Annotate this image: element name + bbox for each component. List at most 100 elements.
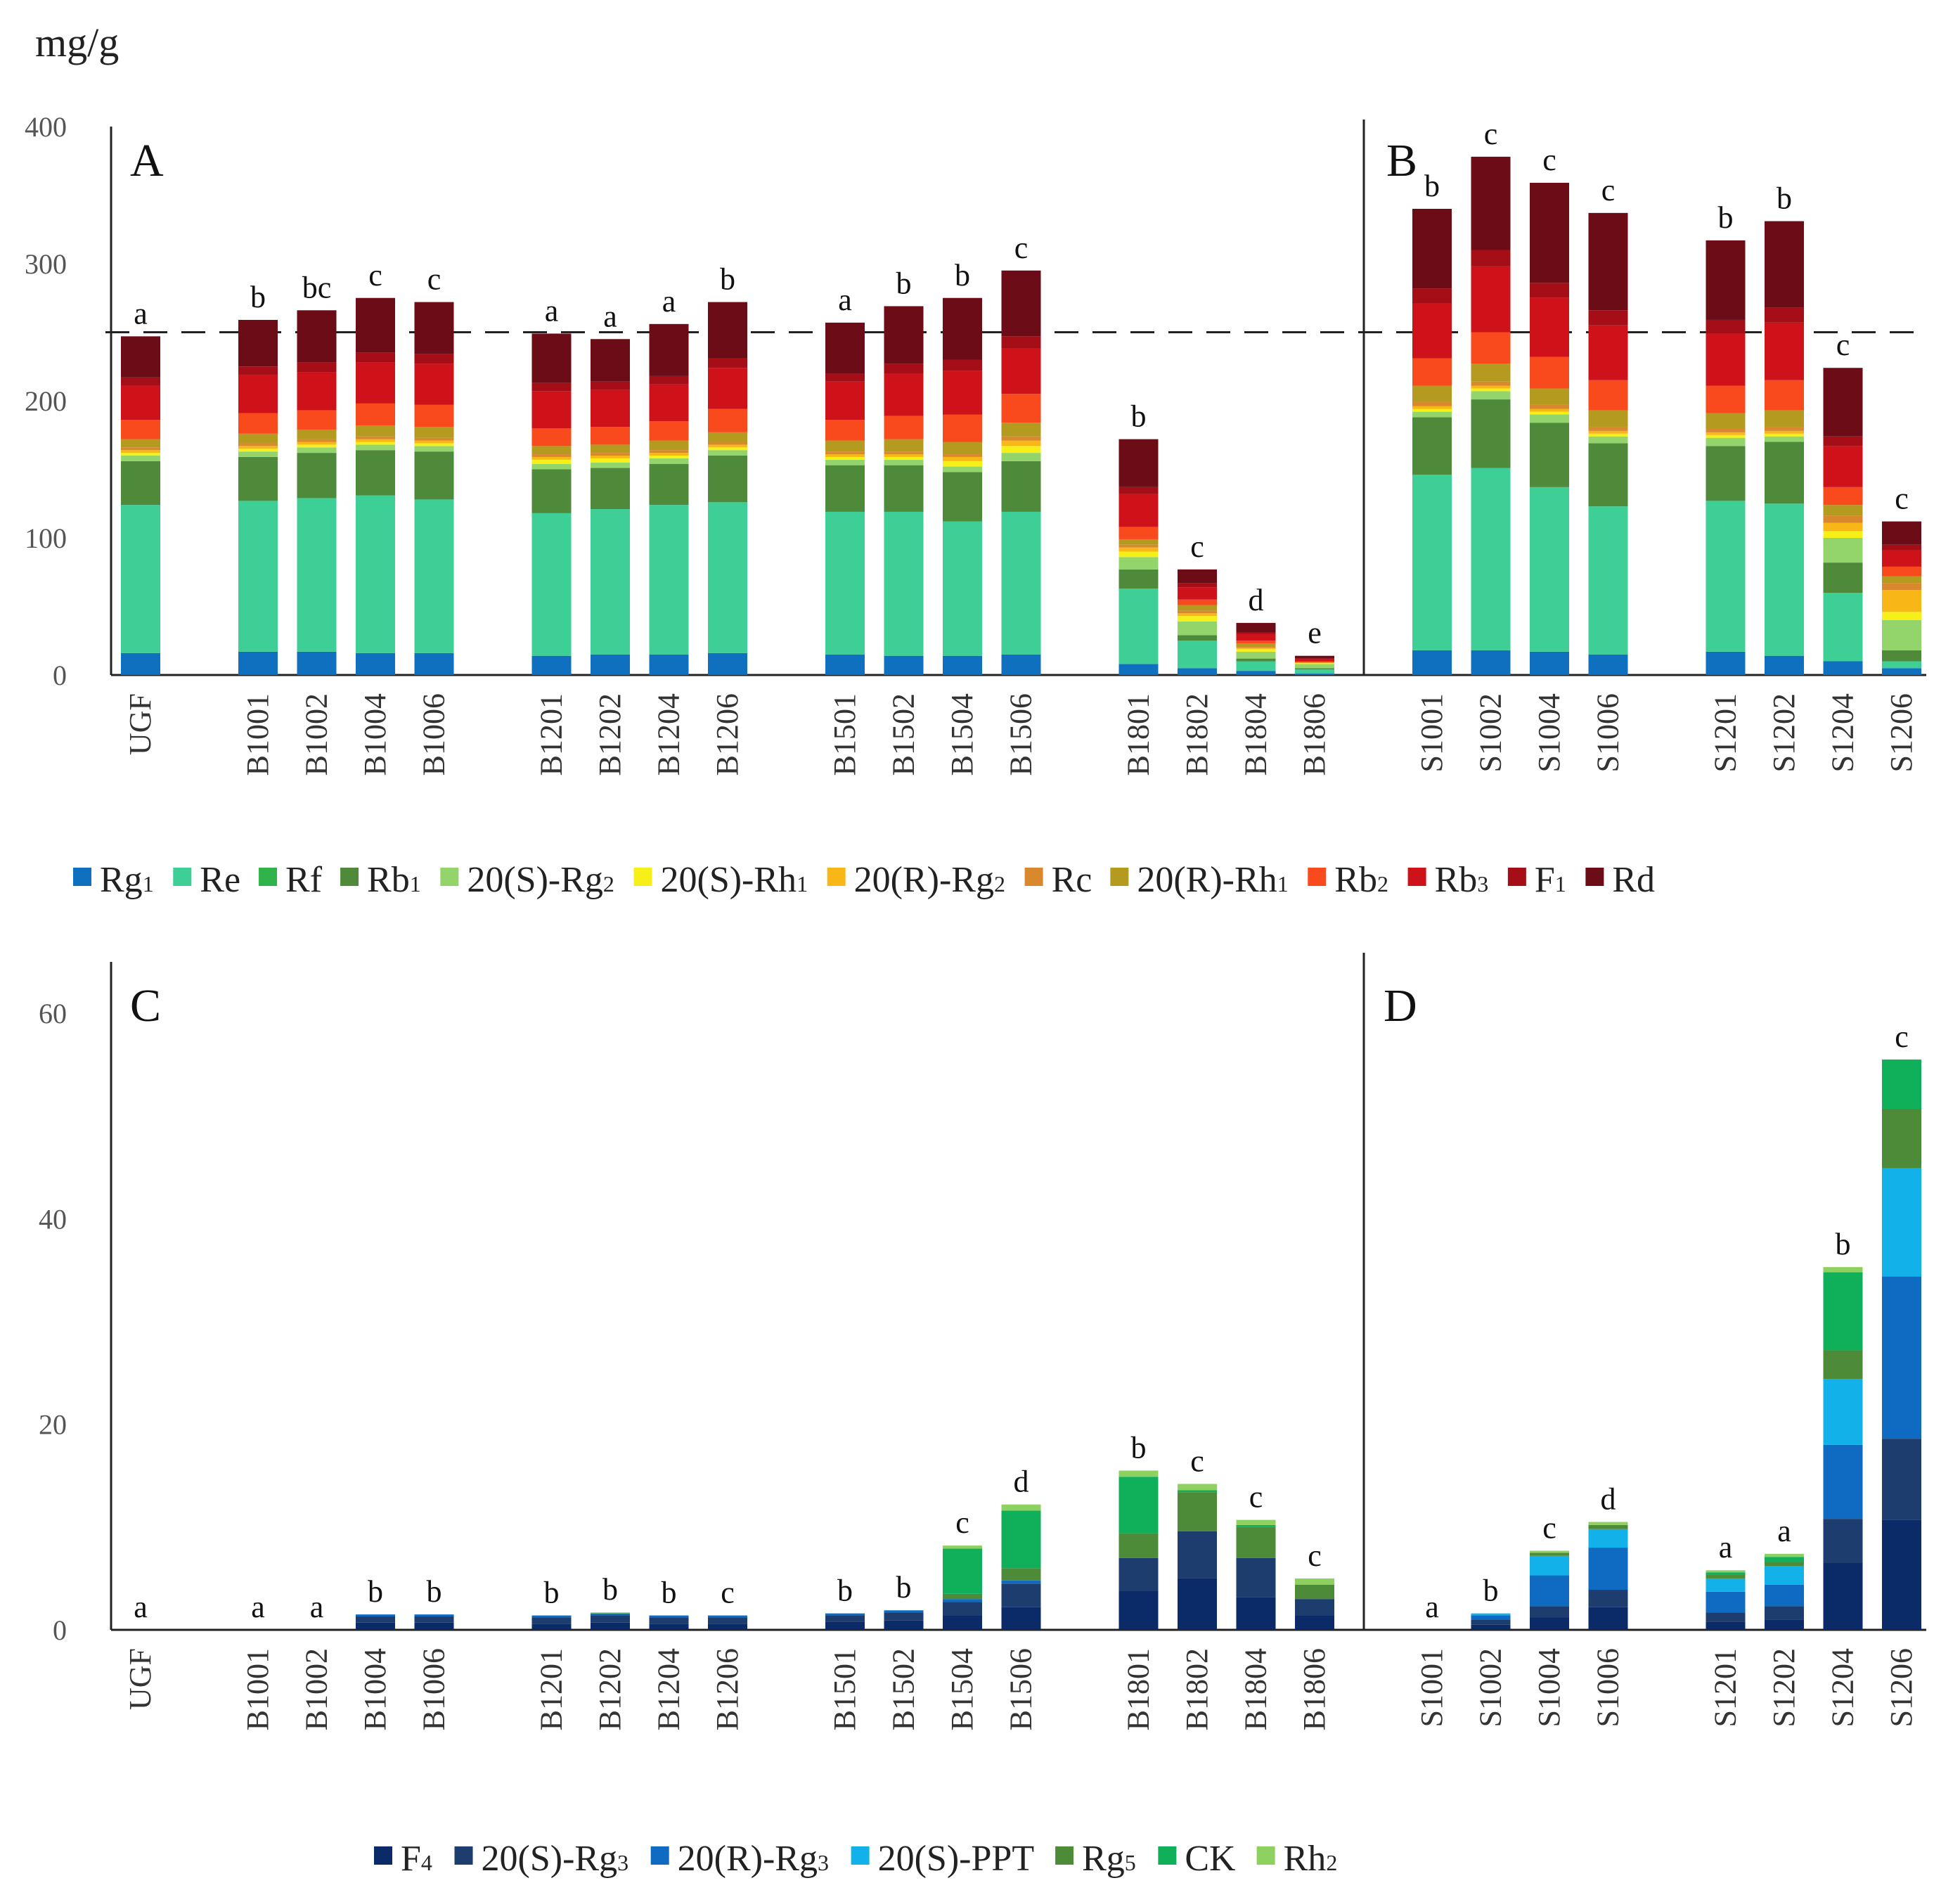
legend-label-rc: Rc	[1052, 860, 1092, 900]
bar-b1806-rg5	[1295, 1584, 1334, 1600]
bar-s1001-rd	[1412, 209, 1452, 289]
bar-b1806-rg1	[1295, 674, 1334, 675]
legend-label-rh2: Rh2	[1284, 1839, 1338, 1879]
bar-s1002-rb2	[1471, 332, 1511, 364]
letter-label-s1004: c	[1542, 1510, 1556, 1545]
letter-label-b1004: c	[368, 258, 382, 292]
bar-s1006-rb2	[1588, 380, 1628, 411]
legend-swatch-rh2	[1256, 1846, 1275, 1865]
bar-s1206-20-r-rg2	[1882, 590, 1921, 612]
bar-b1501-20-r-rh1	[825, 440, 865, 452]
bar-s1204-20-s-rg3	[1823, 1519, 1863, 1563]
legend-swatch-20-s-rg3	[454, 1846, 473, 1865]
legend-label-ck: CK	[1185, 1839, 1236, 1879]
panel-label-c: C	[130, 980, 161, 1031]
bar-b1801-re	[1118, 589, 1159, 664]
bar-b1202-f1	[591, 381, 630, 390]
bar-b1204-rd	[649, 323, 689, 376]
category-label-b1802: B1802	[1180, 1648, 1214, 1730]
letter-label-s1001: b	[1424, 169, 1440, 203]
bar-ugf-rb2	[121, 420, 160, 439]
bar-s1006-20-s-ppt	[1588, 1529, 1628, 1548]
bar-s1202-re	[1765, 503, 1804, 656]
category-label-b1006: B1006	[417, 693, 451, 776]
legend-label-rf: Rf	[285, 860, 323, 900]
bar-s1004-rg5	[1530, 1552, 1569, 1556]
bar-b1501-f1	[825, 373, 865, 382]
bar-b1506-f4	[1001, 1607, 1041, 1630]
category-label-b1802: B1802	[1180, 693, 1214, 776]
bar-s1006-20-s-rh1	[1588, 433, 1628, 437]
bar-b1506-20-s-rg2	[1001, 453, 1041, 461]
bar-s1004-20-r-rg3	[1530, 1575, 1569, 1607]
letter-label-b1006: c	[427, 262, 441, 297]
category-label-b1504: B1504	[945, 1648, 979, 1730]
bar-b1504-rb3	[943, 371, 982, 415]
bar-b1001-rb1	[238, 456, 278, 501]
bar-s1202-ck	[1765, 1557, 1804, 1562]
bar-b1202-20-r-rg3	[591, 1613, 630, 1616]
bar-b1201-rb3	[531, 391, 572, 428]
bar-s1204-20-s-rg2	[1823, 538, 1863, 563]
bar-b1206-20-s-rg3	[708, 1617, 747, 1624]
letter-label-b1804: d	[1249, 583, 1264, 617]
letter-label-s1201: b	[1718, 200, 1734, 235]
bar-b1506-rh2	[1001, 1504, 1041, 1511]
legend-swatch-rf	[259, 868, 278, 886]
letter-label-b1206: b	[720, 262, 735, 297]
category-label-b1001: B1001	[240, 1648, 275, 1730]
bar-s1004-f1	[1530, 283, 1569, 298]
bar-b1801-rb2	[1118, 527, 1159, 539]
bar-b1502-20-s-rg3	[884, 1612, 924, 1621]
bar-b1201-rb1	[531, 469, 572, 513]
category-label-b1801: B1801	[1121, 1648, 1156, 1730]
legend-label-rb2: Rb2	[1334, 860, 1388, 900]
bar-s1001-20-r-rg2	[1412, 406, 1452, 409]
bar-b1801-rc	[1118, 544, 1159, 548]
bar-s1206-f4	[1882, 1519, 1921, 1630]
letter-label-b1202: a	[603, 299, 617, 333]
bar-s1004-re	[1530, 487, 1569, 652]
bar-s1201-rg5	[1706, 1574, 1746, 1579]
bar-b1804-rb1	[1236, 658, 1276, 662]
letter-label-s1002: b	[1483, 1574, 1499, 1608]
bar-b1001-rb2	[238, 413, 278, 434]
bar-s1202-rc	[1765, 427, 1804, 431]
bar-b1504-rh2	[943, 1545, 982, 1549]
bar-b1806-rb3	[1295, 658, 1334, 662]
bar-s1201-re	[1706, 501, 1746, 652]
category-label-b1504: B1504	[945, 693, 979, 776]
bar-b1504-20-r-rg3	[943, 1599, 982, 1602]
bar-b1501-rb2	[825, 420, 865, 441]
bar-b1502-20-r-rg3	[884, 1610, 924, 1613]
bar-b1201-20-s-rh1	[531, 459, 572, 464]
category-label-s1206: S1206	[1884, 693, 1919, 772]
bar-b1804-20-r-rg2	[1236, 648, 1276, 649]
bar-b1202-20-s-rg2	[591, 462, 630, 468]
bar-s1206-rd	[1882, 521, 1921, 545]
category-label-b1202: B1202	[593, 1648, 627, 1730]
bar-b1201-rc	[531, 454, 572, 457]
letter-label-s1202: b	[1777, 181, 1792, 216]
letter-label-b1806: e	[1308, 616, 1322, 650]
bar-b1806-rh2	[1295, 1578, 1334, 1585]
bar-s1004-20-r-rh1	[1530, 388, 1569, 405]
bar-s1206-f1	[1882, 544, 1921, 551]
bar-s1004-20-r-rg2	[1530, 409, 1569, 412]
bar-s1201-f1	[1706, 319, 1746, 334]
bar-b1502-20-s-rg2	[884, 459, 924, 465]
bar-b1802-20-s-rg3	[1178, 1531, 1217, 1579]
bar-b1206-20-r-rg3	[708, 1615, 747, 1618]
bar-b1206-20-s-rg2	[708, 450, 747, 456]
bar-s1204-ck	[1823, 1272, 1863, 1351]
letter-label-b1506: c	[1014, 231, 1029, 265]
letter-label-s1006: c	[1601, 173, 1616, 207]
bar-b1004-20-s-rg2	[356, 444, 395, 451]
bar-s1204-20-s-rh1	[1823, 531, 1863, 538]
bar-s1001-rb3	[1412, 303, 1452, 359]
letter-label-b1202: b	[602, 1572, 618, 1607]
bar-b1804-rb3	[1236, 634, 1276, 641]
bar-b1006-20-r-rh1	[414, 427, 454, 438]
bar-s1206-20-s-rg2	[1882, 620, 1921, 650]
